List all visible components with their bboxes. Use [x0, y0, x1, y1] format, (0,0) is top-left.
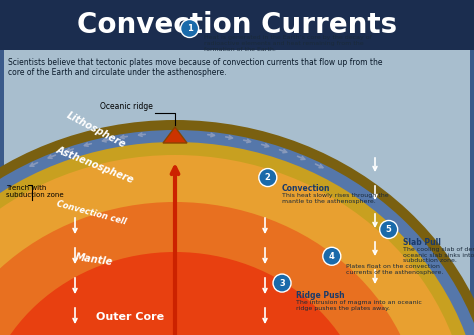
Text: The cooling slab of denser
oceanic slab sinks into the
subduction zone.: The cooling slab of denser oceanic slab … — [403, 247, 474, 263]
Text: This heat slowly rises through the
mantle to the asthenosphere.: This heat slowly rises through the mantl… — [282, 193, 389, 204]
Text: Slab Pull: Slab Pull — [403, 238, 441, 247]
Text: Asthenosphere: Asthenosphere — [55, 145, 136, 185]
Ellipse shape — [0, 202, 423, 335]
Text: Mantle: Mantle — [75, 252, 114, 267]
Circle shape — [181, 19, 199, 38]
Ellipse shape — [0, 130, 474, 335]
Text: 3: 3 — [279, 279, 285, 287]
Bar — [0, 0, 474, 50]
Circle shape — [323, 247, 341, 265]
Ellipse shape — [0, 120, 474, 335]
Text: Scientists believe that tectonic plates move because of convection currents that: Scientists believe that tectonic plates … — [8, 58, 383, 77]
Text: Trench with
subduction zone: Trench with subduction zone — [6, 185, 64, 198]
Text: 1: 1 — [187, 24, 192, 33]
Text: Convection Currents: Convection Currents — [77, 11, 397, 39]
Ellipse shape — [0, 155, 470, 335]
Circle shape — [259, 169, 277, 187]
Bar — [4, 50, 470, 331]
Text: Convection cell: Convection cell — [55, 200, 127, 227]
Text: Oceanic ridge: Oceanic ridge — [100, 102, 153, 111]
Polygon shape — [163, 127, 187, 143]
Text: 5: 5 — [386, 225, 392, 234]
Text: Heat is generated in the Earth’s core by the decay of
radioactive elements and h: Heat is generated in the Earth’s core by… — [204, 35, 372, 52]
Circle shape — [380, 220, 398, 239]
Ellipse shape — [0, 252, 370, 335]
Text: Outer Core: Outer Core — [96, 312, 164, 322]
Ellipse shape — [0, 142, 474, 335]
Text: Lithosphere: Lithosphere — [65, 110, 128, 150]
Text: Convection: Convection — [282, 184, 330, 193]
Circle shape — [273, 274, 291, 292]
Text: Ridge Push: Ridge Push — [296, 291, 345, 300]
Text: The intrusion of magma into an oceanic
ridge pushes the plates away.: The intrusion of magma into an oceanic r… — [296, 300, 422, 311]
Text: Plates float on the convection
currents of the asthenosphere.: Plates float on the convection currents … — [346, 264, 443, 275]
Text: 4: 4 — [329, 252, 335, 261]
Text: 2: 2 — [265, 173, 271, 182]
